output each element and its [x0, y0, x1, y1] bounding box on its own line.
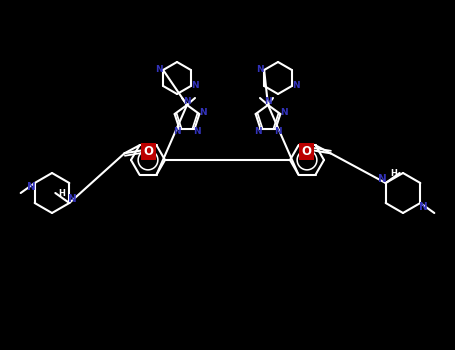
- Text: N: N: [68, 194, 77, 204]
- Text: N: N: [256, 65, 264, 75]
- Text: N: N: [191, 82, 199, 91]
- Text: N: N: [183, 97, 191, 105]
- Text: N: N: [173, 127, 181, 136]
- Text: N: N: [193, 127, 201, 136]
- Text: N: N: [199, 108, 207, 117]
- Text: N: N: [27, 182, 36, 192]
- Text: N: N: [419, 202, 428, 212]
- Text: N: N: [254, 127, 262, 136]
- Text: O: O: [143, 145, 153, 158]
- Text: N: N: [264, 97, 272, 105]
- Text: H: H: [390, 168, 397, 177]
- Text: O: O: [302, 145, 312, 158]
- Text: N: N: [280, 108, 288, 117]
- Text: N: N: [378, 174, 387, 184]
- Text: N: N: [292, 82, 300, 91]
- Text: N: N: [274, 127, 282, 136]
- Text: N: N: [155, 65, 163, 75]
- Text: H: H: [58, 189, 65, 197]
